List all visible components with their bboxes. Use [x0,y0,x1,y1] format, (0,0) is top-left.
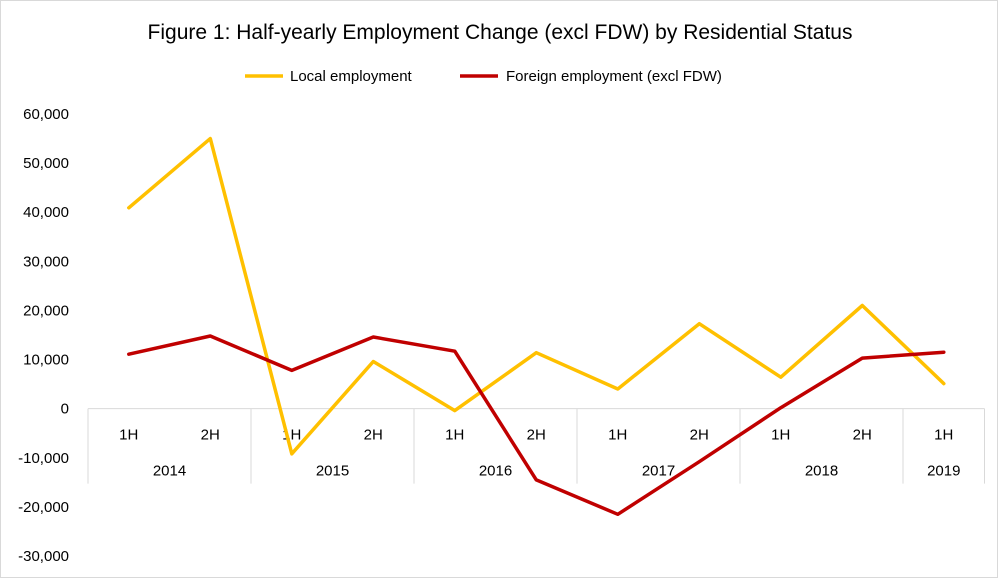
x-tick-label: 1H [934,427,953,444]
chart-title: Figure 1: Half-yearly Employment Change … [148,21,853,44]
y-tick-label: 60,000 [23,106,69,123]
x-tick-label: 2H [364,427,383,444]
x-tick-label: 2H [690,427,709,444]
x-tick-label: 2H [527,427,546,444]
year-label: 2018 [805,463,838,480]
y-tick-label: 20,000 [23,302,69,319]
year-label: 2016 [479,463,512,480]
y-tick-label: 30,000 [23,253,69,270]
y-tick-label: 0 [61,401,69,418]
y-tick-label: -30,000 [18,548,69,565]
x-tick-label: 1H [608,427,627,444]
year-label: 2014 [153,463,186,480]
legend-label: Local employment [290,68,413,85]
y-tick-label: 10,000 [23,352,69,369]
series-line-local-employment [127,136,946,456]
legend: Local employment Foreign employment (excl… [245,68,722,85]
x-tick-label: 1H [771,427,790,444]
y-tick-label: 50,000 [23,155,69,172]
x-tick-label: 1H [445,427,464,444]
y-axis: 60,000 50,000 40,000 30,000 20,000 10,000 0 -10… [18,106,69,565]
x-tick-label: 2H [853,427,872,444]
series-line-foreign-employment [127,334,946,517]
x-tick-label: 2H [201,427,220,444]
series-layer [127,136,946,517]
legend-label: Foreign employment (excl FDW) [506,68,722,85]
year-label: 2017 [642,463,675,480]
year-label: 2019 [927,463,960,480]
y-tick-label: -10,000 [18,450,69,467]
y-tick-label: 40,000 [23,204,69,221]
x-tick-label: 1H [119,427,138,444]
year-label: 2015 [316,463,349,480]
y-tick-label: -20,000 [18,499,69,516]
